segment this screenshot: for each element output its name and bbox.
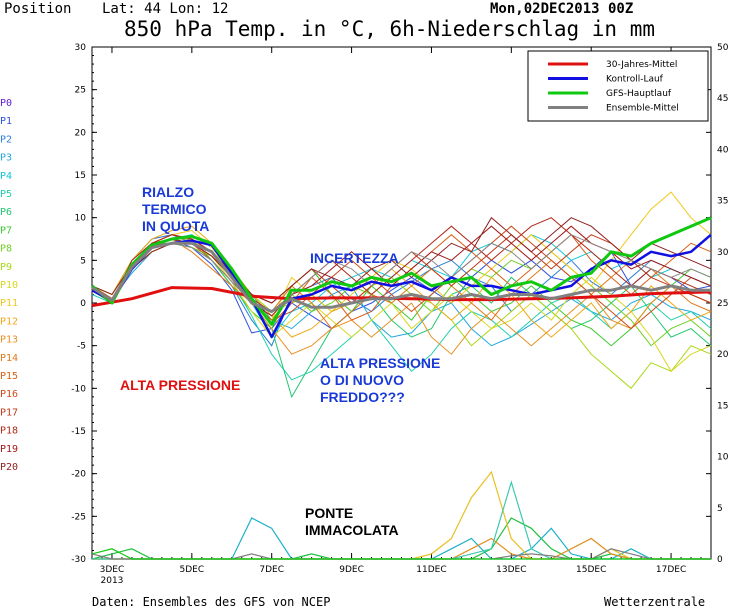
y-tick-label: 10 — [75, 214, 87, 224]
annotation-ponte: PONTE IMMACOLATA — [305, 505, 399, 538]
y-tick-label: 25 — [75, 86, 86, 96]
y2-tick-label: 5 — [717, 504, 723, 514]
x-tick-sublabel: 2013 — [101, 576, 124, 586]
x-tick-label: 9DEC — [339, 565, 364, 575]
y-tick-label: -30 — [71, 555, 86, 565]
member-label: P1 — [0, 116, 12, 127]
location-label: Lat: 44 Lon: 12 — [102, 1, 228, 17]
legend-label: GFS-Hauptlauf — [606, 89, 672, 99]
run-timestamp: Mon,02DEC2013 00Z — [490, 1, 633, 17]
series-line-ensemble-mittel — [91, 241, 711, 313]
member-label: P9 — [0, 262, 12, 273]
legend-label: 30-Jahres-Mittel — [606, 60, 677, 70]
member-label: P10 — [0, 280, 18, 291]
y-tick-label: -5 — [77, 342, 86, 352]
x-tick-label: 7DEC — [259, 565, 284, 575]
y2-tick-label: 35 — [717, 197, 728, 207]
member-label: P16 — [0, 389, 18, 400]
y-tick-label: 15 — [75, 171, 86, 181]
member-label: P17 — [0, 407, 18, 418]
y2-tick-label: 10 — [717, 453, 729, 463]
member-label: P0 — [0, 98, 12, 109]
x-tick-label: 11DEC — [416, 565, 446, 575]
y-tick-label: 30 — [75, 43, 87, 53]
y2-tick-label: 45 — [717, 94, 728, 104]
y-tick-label: 0 — [80, 299, 86, 309]
position-label: Position — [4, 1, 71, 17]
annotation-alta-pressione-mid: ALTA PRESSIONE O DI NUOVO FREDDO??? — [320, 355, 444, 405]
annotation-alta-pressione-left: ALTA PRESSIONE — [120, 377, 240, 393]
ensemble-member-line — [91, 234, 712, 313]
member-label: P6 — [0, 207, 12, 218]
precip-line — [92, 480, 711, 560]
member-label: P11 — [0, 298, 18, 309]
member-label: P14 — [0, 353, 18, 364]
x-tick-label: 3DEC — [100, 565, 125, 575]
y-tick-label: -20 — [71, 470, 86, 480]
y2-tick-label: 20 — [717, 350, 729, 360]
y2-tick-label: 30 — [717, 248, 729, 258]
y2-tick-label: 15 — [717, 401, 728, 411]
legend-label: Ensemble-Mittel — [606, 104, 679, 114]
y-tick-label: -15 — [71, 427, 86, 437]
y2-tick-label: 0 — [717, 555, 723, 565]
member-label: P18 — [0, 426, 18, 437]
x-tick-label: 13DEC — [496, 565, 526, 575]
x-tick-label: 17DEC — [656, 565, 686, 575]
member-label: P5 — [0, 189, 12, 200]
legend-label: Kontroll-Lauf — [606, 75, 664, 85]
main-series-lines — [91, 216, 712, 339]
annotation-rialzo: RIALZO TERMICO IN QUOTA — [142, 184, 210, 234]
ensemble-member-line — [91, 233, 712, 326]
member-label: P13 — [0, 335, 18, 346]
y2-tick-label: 40 — [717, 145, 729, 155]
footer-source: Daten: Ensembles des GFS von NCEP — [92, 595, 330, 609]
precipitation-lines — [91, 470, 711, 560]
precip-line — [92, 470, 711, 560]
y-tick-label: -25 — [71, 512, 86, 522]
precip-line — [92, 537, 711, 560]
member-label: P8 — [0, 244, 12, 255]
member-label: P2 — [0, 134, 12, 145]
x-tick-label: 15DEC — [576, 565, 606, 575]
member-label: P15 — [0, 371, 18, 382]
member-label-list: P0 P1 P2 P3 P4 P5 P6 P7 P8 P9 P10 P11 P12 P13 P14 P15 P1… — [0, 98, 18, 473]
y2-tick-label: 50 — [717, 43, 729, 53]
x-tick-label: 5DEC — [180, 565, 205, 575]
member-label: P3 — [0, 153, 12, 164]
y-tick-label: -10 — [71, 384, 86, 394]
ensemble-member-line — [91, 238, 712, 330]
chart-title: 850 hPa Temp. in °C, 6h-Niederschlag in … — [124, 17, 655, 41]
ensemble-member-line — [91, 191, 712, 321]
member-label: P4 — [0, 171, 12, 182]
member-label: P20 — [0, 462, 18, 473]
y-tick-label: 20 — [75, 128, 87, 138]
y2-tick-label: 25 — [717, 299, 728, 309]
member-label: P19 — [0, 444, 18, 455]
annotation-incertezza: INCERTEZZA — [310, 250, 399, 266]
member-label: P7 — [0, 225, 12, 236]
member-label: P12 — [0, 316, 18, 327]
precip-line — [91, 548, 711, 560]
series-line-kontroll-lauf — [91, 233, 712, 339]
footer-brand: Wetterzentrale — [604, 595, 705, 609]
y-tick-label: 5 — [80, 256, 86, 266]
legend: 30-Jahres-Mittel Kontroll-Lauf GFS-Hauptla… — [527, 50, 709, 122]
series-line-gfs-hauptlauf — [91, 216, 712, 326]
